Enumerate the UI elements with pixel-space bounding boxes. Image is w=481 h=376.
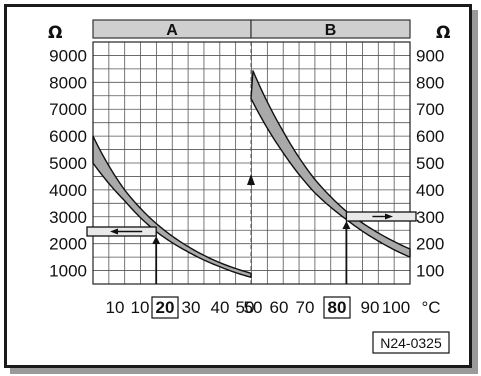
y-tick-left: 5000 <box>49 154 87 173</box>
x-tick-highlight-b: 80 <box>328 298 347 317</box>
x-tick-b: 50 <box>244 298 263 317</box>
y-tick-left: 9000 <box>49 46 87 65</box>
y-tick-left: 7000 <box>49 100 87 119</box>
annotations <box>86 174 450 354</box>
grid <box>92 19 411 285</box>
y-tick-right: 400 <box>416 181 444 200</box>
x-tick-highlight-a: 20 <box>156 298 175 317</box>
figure-id: N24-0325 <box>380 335 442 351</box>
arrowhead-left-a <box>110 228 118 235</box>
arrowhead-right-b <box>385 213 393 220</box>
x-tick-a: 10 <box>106 298 125 317</box>
y-tick-right: 500 <box>416 154 444 173</box>
y-tick-right: 300 <box>416 208 444 227</box>
x-tick-b: 100 <box>382 298 410 317</box>
y-tick-right: 700 <box>416 100 444 119</box>
tolerance-band-b <box>250 70 411 258</box>
y-tick-right: 100 <box>416 262 444 281</box>
x-unit: °C <box>421 298 440 317</box>
tolerance-band-a <box>92 135 252 278</box>
x-tick-b: 90 <box>361 298 380 317</box>
y-tick-left: 2000 <box>49 235 87 254</box>
arrowhead-up-a <box>152 236 161 244</box>
x-tick-b: 70 <box>296 298 315 317</box>
divider-arrow-icon <box>247 174 255 185</box>
x-tick-a: 10 <box>131 298 150 317</box>
y-tick-right: 900 <box>416 46 444 65</box>
panel-label-b: B <box>325 22 337 39</box>
panel-label-a: A <box>166 22 178 39</box>
panel-header-b <box>250 19 411 39</box>
y-tick-left: 8000 <box>49 73 87 92</box>
y-tick-right: 600 <box>416 127 444 146</box>
x-tick-a: 50 <box>236 298 255 317</box>
y-tick-right: 800 <box>416 73 444 92</box>
figure-id-box <box>372 331 450 354</box>
labels: A B Ω Ω 9000 8000 7000 6000 5000 4000 3000 2000 1000… <box>48 22 450 351</box>
y-tick-left: 1000 <box>49 262 87 281</box>
x-tick-a: 30 <box>182 298 201 317</box>
x-tick-a: 40 <box>211 298 230 317</box>
y-tick-right: 200 <box>416 235 444 254</box>
y-unit-right: Ω <box>436 23 450 43</box>
x-tick-b: 60 <box>270 298 289 317</box>
x-tick-highlight-box-a <box>151 296 179 319</box>
bands <box>92 70 411 278</box>
y-unit-left: Ω <box>48 23 62 43</box>
x-tick-highlight-box-b <box>323 296 351 319</box>
y-tick-left: 4000 <box>49 181 87 200</box>
arrowhead-up-b <box>342 221 351 229</box>
y-tick-left: 3000 <box>49 208 87 227</box>
y-tick-left: 6000 <box>49 127 87 146</box>
